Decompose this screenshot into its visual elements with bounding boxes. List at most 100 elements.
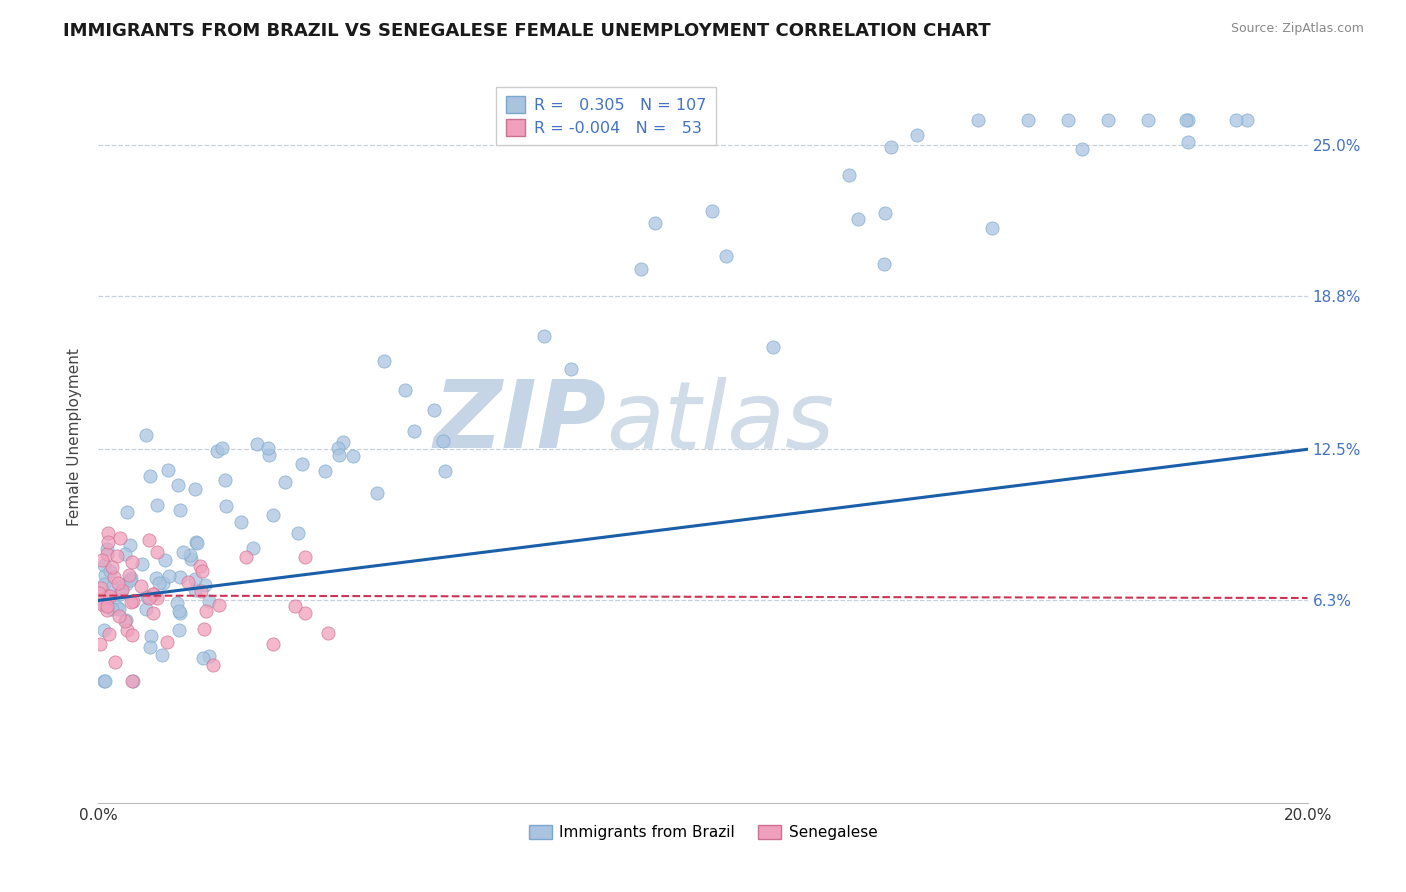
Point	[193, 623, 215, 637]
Point	[294, 606, 316, 620]
Point	[198, 594, 221, 608]
Point	[141, 606, 163, 620]
Point	[107, 576, 129, 591]
Point	[121, 555, 143, 569]
Point	[180, 551, 202, 566]
Point	[120, 595, 142, 609]
Point	[1177, 135, 1199, 149]
Point	[423, 403, 446, 417]
Point	[97, 589, 120, 603]
Point	[91, 553, 114, 567]
Point	[194, 604, 217, 618]
Point	[87, 585, 110, 599]
Point	[186, 536, 208, 550]
Point	[115, 613, 138, 627]
Point	[190, 583, 212, 598]
Point	[191, 651, 214, 665]
Point	[1070, 142, 1092, 156]
Point	[108, 587, 131, 601]
Point	[169, 569, 191, 583]
Point	[152, 576, 174, 591]
Point	[257, 442, 280, 456]
Text: atlas: atlas	[606, 377, 835, 468]
Point	[120, 571, 142, 585]
Point	[314, 464, 336, 478]
Point	[284, 599, 307, 613]
Point	[93, 623, 115, 637]
Point	[215, 500, 238, 514]
Point	[121, 628, 143, 642]
Point	[142, 587, 165, 601]
Point	[93, 673, 115, 688]
Point	[97, 626, 120, 640]
Point	[342, 449, 364, 463]
Point	[172, 545, 194, 559]
Point	[114, 547, 136, 561]
Point	[328, 441, 350, 455]
Point	[179, 548, 201, 562]
Point	[169, 503, 191, 517]
Point	[94, 568, 117, 582]
Point	[110, 531, 132, 545]
Point	[118, 568, 141, 582]
Point	[156, 463, 179, 477]
Point	[394, 383, 416, 397]
Point	[97, 525, 120, 540]
Point	[135, 427, 157, 442]
Point	[118, 538, 141, 552]
Point	[166, 477, 188, 491]
Point	[146, 591, 169, 605]
Point	[211, 441, 233, 455]
Point	[105, 600, 128, 615]
Point	[1177, 113, 1199, 128]
Point	[214, 473, 236, 487]
Point	[274, 475, 297, 489]
Point	[142, 587, 165, 601]
Point	[433, 464, 456, 478]
Point	[138, 533, 160, 547]
Point	[153, 552, 176, 566]
Point	[316, 626, 339, 640]
Point	[1097, 113, 1119, 128]
Point	[96, 547, 118, 561]
Point	[152, 648, 174, 662]
Point	[167, 603, 190, 617]
Point	[156, 635, 179, 649]
Point	[146, 498, 169, 512]
Point	[104, 655, 127, 669]
Point	[122, 593, 145, 607]
Point	[138, 591, 160, 606]
Point	[205, 444, 228, 458]
Point	[136, 591, 159, 605]
Point	[184, 572, 207, 586]
Point	[1136, 113, 1159, 128]
Point	[560, 362, 582, 376]
Point	[110, 584, 132, 599]
Point	[157, 569, 180, 583]
Point	[129, 579, 152, 593]
Point	[880, 140, 903, 154]
Point	[166, 596, 188, 610]
Point	[120, 573, 142, 587]
Point	[108, 608, 131, 623]
Point	[115, 505, 138, 519]
Point	[1057, 113, 1080, 128]
Point	[93, 558, 115, 572]
Point	[366, 486, 388, 500]
Point	[873, 257, 896, 271]
Point	[194, 578, 217, 592]
Point	[762, 340, 785, 354]
Point	[1236, 113, 1258, 128]
Point	[115, 623, 138, 637]
Point	[980, 221, 1002, 235]
Point	[139, 640, 162, 654]
Point	[89, 637, 111, 651]
Point	[332, 435, 354, 450]
Point	[100, 602, 122, 616]
Point	[110, 582, 132, 597]
Point	[259, 448, 281, 462]
Point	[246, 436, 269, 450]
Point	[167, 623, 190, 637]
Text: Source: ZipAtlas.com: Source: ZipAtlas.com	[1230, 22, 1364, 36]
Point	[1017, 113, 1039, 128]
